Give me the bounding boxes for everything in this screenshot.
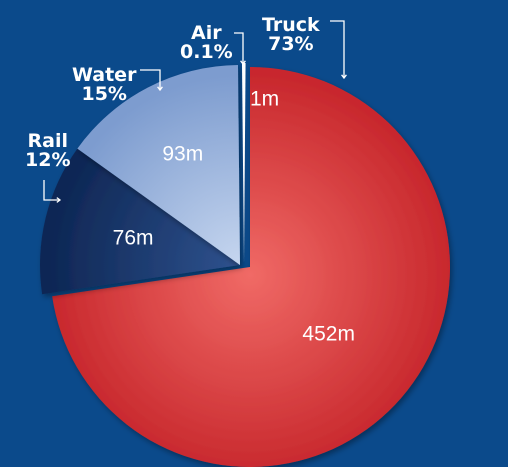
rail-percent: 12% [25, 149, 71, 171]
leader-arrow-water [157, 86, 163, 92]
pie-slice-rail [39, 148, 240, 295]
value-label-water: 93m [162, 143, 203, 166]
water-name: Water [72, 64, 137, 86]
air-name: Air [191, 22, 222, 44]
leader-line-water [140, 69, 161, 90]
value-label-truck: 452m [302, 323, 355, 346]
truck-label: Truck 73% [262, 16, 320, 54]
pie-slice-air [241, 63, 246, 264]
leader-arrow-rail [56, 197, 62, 203]
truck-name: Truck [262, 14, 320, 36]
leader-line-air [234, 32, 244, 64]
leader-line-truck [330, 20, 345, 78]
air-percent: 0.1% [180, 41, 233, 63]
water-label: Water 15% [72, 66, 136, 104]
air-label: Air 0.1% [180, 24, 233, 62]
rail-name: Rail [27, 130, 68, 152]
value-label-air: 1m [250, 88, 279, 111]
value-label-rail: 76m [113, 227, 154, 250]
leader-arrow-truck [341, 74, 347, 80]
truck-percent: 73% [268, 33, 314, 55]
leader-line-rail [43, 180, 60, 201]
leader-arrow-air [240, 60, 246, 66]
rail-label: Rail 12% [25, 132, 70, 170]
water-percent: 15% [81, 83, 127, 105]
pie-slice-truck [52, 67, 450, 467]
pie-slice-water [77, 65, 241, 265]
